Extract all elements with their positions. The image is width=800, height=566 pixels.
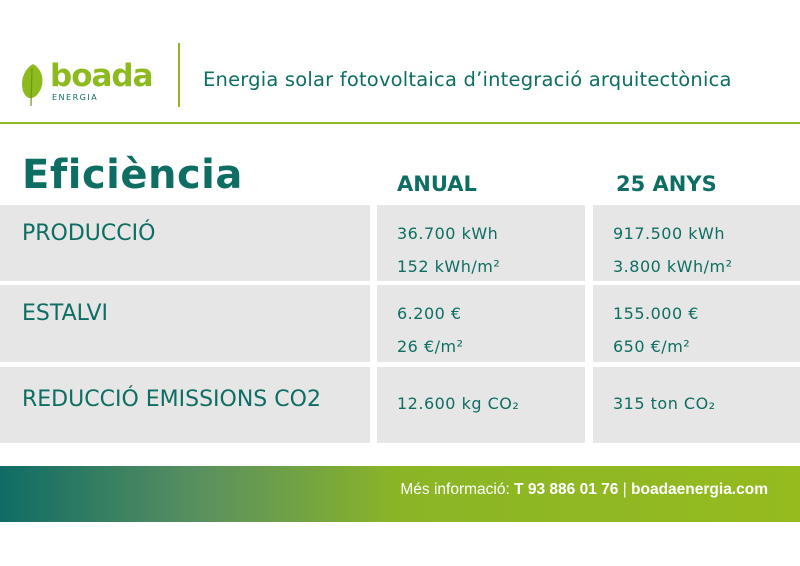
footer-phone[interactable]: T 93 886 01 76 [514,481,619,498]
value: 650 €/m² [613,337,691,356]
value-cell-annual: 12.600 kg CO₂ [377,367,585,443]
footer-separator: | [622,481,627,498]
value-cell-years25: 917.500 kWh 3.800 kWh/m² [593,205,800,281]
value: 155.000 € [613,304,699,323]
value: 315 ton CO₂ [613,394,716,413]
header-divider [178,43,180,107]
footer-website[interactable]: boadaenergia.com [631,481,768,498]
brand-logo: boada [50,58,154,94]
value-cell-annual: 6.200 € 26 €/m² [377,285,585,362]
row-label: REDUCCIÓ EMISSIONS CO2 [22,387,321,412]
value: 26 €/m² [397,337,464,356]
row-label-cell: PRODUCCIÓ [0,205,370,281]
header-rule [0,122,800,124]
column-header-annual: ANUAL [397,172,477,196]
value: 6.200 € [397,304,462,323]
value: 12.600 kg CO₂ [397,394,520,413]
value-cell-years25: 155.000 € 650 €/m² [593,285,800,362]
row-label: ESTALVI [22,301,109,326]
value: 917.500 kWh [613,224,725,243]
value-cell-annual: 36.700 kWh 152 kWh/m² [377,205,585,281]
footer-band: Més informació: T 93 886 01 76 | boadaen… [0,466,800,522]
value-cell-years25: 315 ton CO₂ [593,367,800,443]
value: 3.800 kWh/m² [613,257,733,276]
footer-contact: Més informació: T 93 886 01 76 | boadaen… [400,481,768,499]
brand-subtitle: ENERGIA [52,93,99,102]
leaf-logo-icon [21,64,43,107]
column-header-25-years: 25 ANYS [616,172,717,196]
tagline: Energia solar fotovoltaica d’integració … [203,68,732,91]
value: 152 kWh/m² [397,257,501,276]
row-label-cell: REDUCCIÓ EMISSIONS CO2 [0,367,370,443]
table-title: Eficiència [22,152,243,198]
value: 36.700 kWh [397,224,499,243]
row-label: PRODUCCIÓ [22,221,156,246]
row-label-cell: ESTALVI [0,285,370,362]
footer-prefix: Més informació: [400,481,510,498]
